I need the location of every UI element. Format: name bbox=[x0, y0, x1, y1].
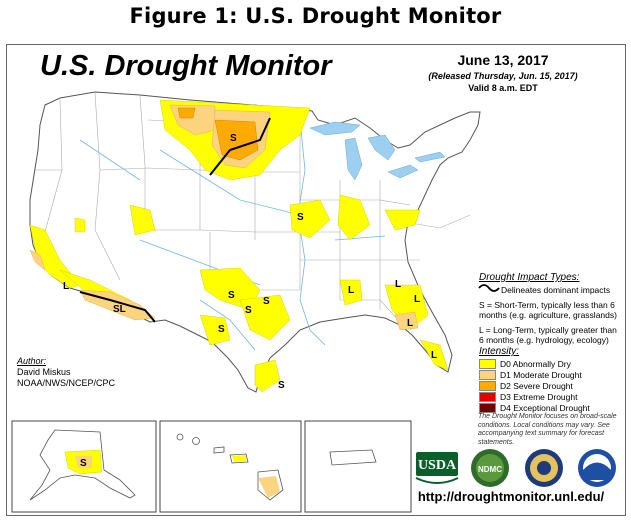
impact-label-s-tx2: S bbox=[218, 324, 225, 335]
figure-title: Figure 1: U.S. Drought Monitor bbox=[129, 4, 502, 28]
ndmc-logo: NDMC bbox=[471, 449, 509, 487]
disclaimer-note: The Drought Monitor focuses on broad-sca… bbox=[478, 413, 617, 446]
impact-label-s-nd: S bbox=[230, 133, 237, 144]
usda-logo-text: USDA bbox=[418, 458, 457, 473]
puerto-rico-inset bbox=[304, 420, 412, 513]
impact-label-l-al: L bbox=[348, 285, 355, 296]
great-lakes bbox=[309, 121, 446, 181]
legend-swatch-d3 bbox=[479, 391, 496, 402]
impact-label-l-ga3: L bbox=[407, 318, 414, 329]
legend-label-d4: D4 Exceptional Drought bbox=[500, 402, 590, 413]
legend-label-d1: D1 Moderate Drought bbox=[500, 369, 582, 380]
usda-logo: USDA bbox=[415, 452, 459, 484]
impact-label-s-tx1: S bbox=[245, 305, 252, 316]
date-block: June 13, 2017 (Released Thursday, Jun. 1… bbox=[392, 52, 614, 93]
legend-swatch-d4 bbox=[479, 402, 496, 413]
map-date: June 13, 2017 bbox=[457, 52, 549, 68]
author-block: Author: David Miskus NOAA/NWS/NCEP/CPC bbox=[17, 356, 115, 389]
impact-label-s-ok: S bbox=[228, 290, 235, 301]
impact-label-sl-az: SL bbox=[113, 304, 126, 315]
impact-label-s-ak: S bbox=[80, 458, 87, 469]
intensity-heading: Intensity: bbox=[479, 346, 520, 357]
impact-label-l-ga1: L bbox=[395, 279, 402, 290]
legend-label-d0: D0 Abnormally Dry bbox=[500, 358, 571, 369]
noaa-logo bbox=[578, 449, 616, 487]
ndmc-logo-text: NDMC bbox=[478, 465, 502, 474]
puerto-rico-outline bbox=[329, 449, 377, 466]
rivers bbox=[79, 119, 386, 351]
map-title: U.S. Drought Monitor bbox=[40, 50, 332, 82]
legend-label-d2: D2 Severe Drought bbox=[500, 380, 573, 391]
state-lines bbox=[35, 92, 471, 323]
valid-time: Valid 8 a.m. EDT bbox=[468, 83, 538, 93]
author-org: NOAA/NWS/NCEP/CPC bbox=[17, 378, 116, 388]
drought-monitor-link[interactable]: http://droughtmonitor.unl.edu/ bbox=[417, 489, 605, 504]
legend-swatch-d2 bbox=[479, 380, 496, 391]
impact-label-l-ca: L bbox=[63, 281, 70, 292]
legend-item-d4: D4 Exceptional Drought bbox=[479, 402, 621, 413]
impact-legend: Drought Impact Types: Delineates dominan… bbox=[479, 273, 621, 350]
author-name: David Miskus bbox=[17, 367, 71, 377]
commerce-seal bbox=[525, 449, 563, 487]
legend-swatch-d0 bbox=[479, 358, 496, 369]
legend-item-d0: D0 Abnormally Dry bbox=[479, 358, 621, 369]
impact-label-l-fl: L bbox=[431, 350, 438, 361]
impact-long-term: L = Long-Term, typically greater than 6 … bbox=[479, 325, 617, 345]
impact-label-s-ia: S bbox=[297, 212, 304, 223]
hawaii-inset bbox=[159, 420, 302, 513]
impact-label-s-tx3: S bbox=[278, 380, 285, 391]
legend-item-d3: D3 Extreme Drought bbox=[479, 391, 621, 402]
impact-label-l-ga2: L bbox=[414, 294, 421, 305]
impact-delineates: Delineates dominant impacts bbox=[501, 285, 611, 295]
impact-boundaries bbox=[79, 117, 271, 323]
legend-item-d1: D1 Moderate Drought bbox=[479, 369, 621, 380]
impact-legend-heading: Drought Impact Types: bbox=[479, 272, 580, 283]
intensity-legend: Intensity: D0 Abnormally Dry D1 Moderate… bbox=[479, 346, 621, 413]
author-heading: Author: bbox=[17, 356, 47, 366]
release-date: (Released Thursday, Jun. 15, 2017) bbox=[428, 71, 578, 81]
legend-item-d2: D2 Severe Drought bbox=[479, 380, 621, 391]
impact-label-s-ar: S bbox=[263, 296, 270, 307]
impact-short-term: S = Short-Term, typically less than 6 mo… bbox=[479, 300, 617, 320]
d2-regions bbox=[177, 107, 259, 161]
legend-swatch-d1 bbox=[479, 369, 496, 380]
legend-label-d3: D3 Extreme Drought bbox=[500, 391, 578, 402]
impact-line-glyph bbox=[478, 284, 500, 292]
